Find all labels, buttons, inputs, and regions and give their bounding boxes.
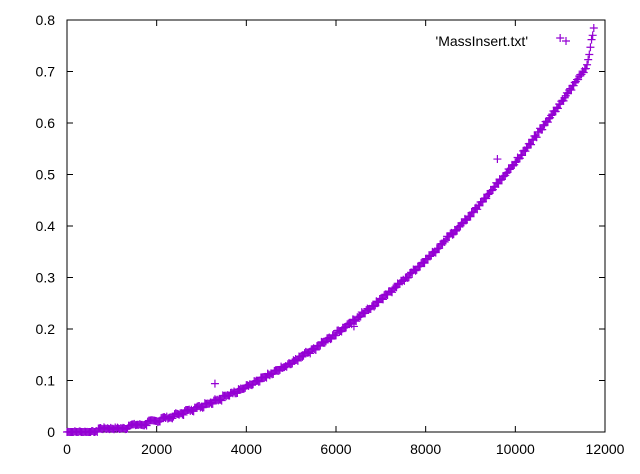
legend: 'MassInsert.txt'	[436, 33, 570, 49]
data-point	[547, 111, 556, 120]
data-point	[567, 86, 576, 95]
data-point	[560, 93, 569, 102]
y-tick-labels: 0 0.1 0.2 0.3 0.4 0.5 0.6 0.7 0.8	[36, 12, 56, 440]
data-point	[514, 154, 523, 163]
data-point	[525, 139, 534, 148]
x-tick-label: 2000	[141, 441, 172, 457]
data-point	[142, 421, 151, 430]
data-point	[583, 60, 592, 69]
data-point	[585, 50, 594, 59]
data-point	[543, 118, 552, 127]
data-point	[320, 338, 329, 347]
data-point	[451, 227, 460, 236]
y-tick-label: 0	[47, 424, 55, 440]
data-point	[370, 302, 379, 311]
y-tick-label: 0.8	[36, 12, 56, 28]
x-tick-label: 6000	[320, 441, 351, 457]
data-point	[416, 262, 425, 271]
data-point	[522, 144, 531, 153]
plot-frame	[66, 19, 606, 433]
x-tick-label: 8000	[410, 441, 441, 457]
data-point	[403, 273, 412, 282]
data-point	[574, 75, 583, 84]
data-point	[455, 222, 464, 231]
data-point	[538, 125, 547, 134]
legend-label-massinsert: 'MassInsert.txt'	[436, 33, 528, 49]
data-point	[388, 288, 397, 297]
y-tick-label: 0.6	[36, 115, 56, 131]
data-point	[216, 395, 225, 404]
data-point	[518, 151, 527, 160]
data-point	[539, 121, 548, 130]
data-point	[426, 252, 435, 261]
data-point	[332, 331, 340, 340]
y-tick-label: 0.3	[36, 270, 56, 286]
data-point	[431, 248, 440, 257]
data-point	[179, 410, 188, 419]
data-point	[584, 55, 593, 64]
legend-marker	[562, 37, 570, 45]
x-tick-label: 4000	[231, 441, 262, 457]
data-point-outlier	[493, 155, 502, 164]
y-tick-label: 0.1	[36, 373, 56, 389]
data-point	[306, 349, 315, 358]
data-point	[586, 43, 595, 52]
data-point	[531, 131, 540, 140]
data-point	[532, 133, 541, 142]
data-point	[564, 89, 573, 98]
data-point	[311, 345, 320, 354]
x-tick-label: 0	[63, 441, 71, 457]
y-tick-label: 0.5	[36, 167, 56, 183]
data-point	[482, 194, 491, 203]
axis-ticks	[66, 19, 606, 433]
x-tick-label: 10000	[496, 441, 535, 457]
data-point	[217, 396, 226, 405]
data-point-outlier	[349, 322, 358, 331]
data-point	[361, 309, 370, 318]
x-tick-label: 12000	[586, 441, 625, 457]
y-tick-label: 0.7	[36, 64, 56, 80]
data-point	[404, 273, 413, 282]
data-point	[581, 64, 590, 73]
data-point	[505, 165, 514, 174]
data-points	[63, 24, 598, 436]
data-point	[255, 377, 264, 386]
y-tick-label: 0.2	[36, 321, 56, 337]
data-point	[588, 31, 597, 40]
x-tick-labels: 0 2000 4000 6000 8000 10000 12000	[63, 441, 625, 457]
data-point	[553, 104, 562, 113]
data-point	[440, 237, 449, 246]
y-tick-label: 0.4	[36, 218, 56, 234]
data-point	[208, 399, 217, 408]
data-point	[420, 259, 429, 268]
data-point	[379, 295, 388, 304]
data-point	[458, 219, 467, 228]
data-point	[527, 140, 536, 149]
data-point	[374, 298, 383, 307]
data-point	[511, 158, 520, 167]
data-point	[435, 244, 444, 253]
data-point	[502, 169, 511, 178]
data-point	[466, 212, 475, 221]
data-point	[587, 35, 596, 44]
legend-marker-plus	[562, 37, 570, 45]
data-point-outlier	[210, 379, 219, 388]
data-point-outlier	[556, 34, 565, 43]
data-point	[589, 24, 598, 33]
data-point	[168, 414, 177, 423]
